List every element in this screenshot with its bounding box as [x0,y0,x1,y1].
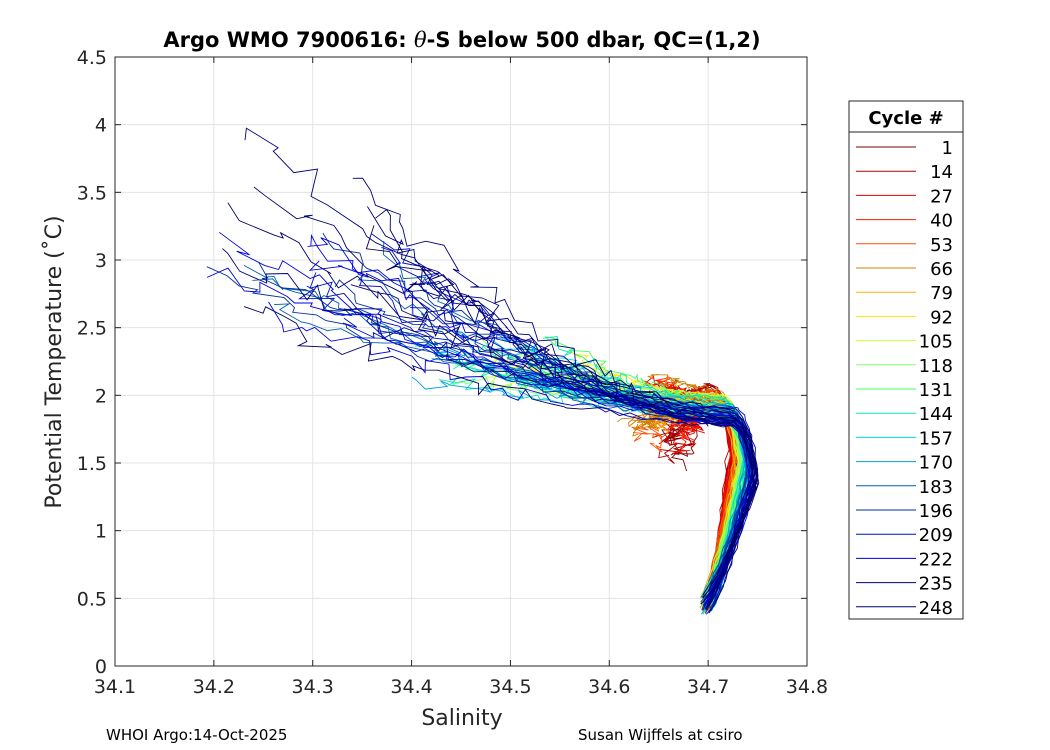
legend-label: 118 [919,356,953,377]
footer-author: Susan Wijffels at csiro [578,726,743,744]
grid [114,56,808,667]
ticks: 34.1 34.2 34.3 34.4 34.5 34.6 34.7 34.800.511.5… [77,47,828,698]
legend-label: 170 [919,453,953,474]
profile-line [412,282,753,604]
x-tick-label: 34.4 [390,676,432,698]
y-tick-label: 3.5 [77,182,107,204]
legend-label: 27 [930,186,953,207]
x-tick-label: 34.8 [786,676,828,698]
y-tick-label: 2.5 [77,318,107,340]
x-tick-label: 34.1 [94,676,136,698]
profile-line [409,276,757,610]
y-tick-label: 1 [95,521,107,543]
profile-line [334,279,750,613]
legend-label: 105 [919,332,953,353]
x-tick-label: 34.7 [687,676,729,698]
series-183 [243,241,752,611]
profile-line [342,317,753,601]
legend-box [848,100,964,620]
legend-label: 14 [930,162,953,183]
legend-label: 144 [919,404,953,425]
legend-entries: 1 14 27 40 53 66 79 92 105 118 131 144 157 170 183 196 2… [856,138,953,619]
legend-label: 196 [919,501,953,522]
profile-line [243,306,757,614]
legend-label: 40 [930,211,953,232]
profile-line [375,208,759,596]
footer-credit: WHOI Argo:14-Oct-2025 [106,726,288,744]
legend: Cycle # 1 14 27 40 53 66 79 92 105 118 131 144 157 17… [848,100,964,620]
profile-line [253,186,755,606]
profile-line [383,241,751,603]
legend-label: 248 [919,598,953,619]
legend-label: 1 [942,138,953,159]
profile-line [308,260,758,607]
title-theta: θ [414,28,427,52]
y-tick-label: 0 [95,656,107,678]
x-tick-label: 34.2 [193,676,235,698]
profile-line [322,232,748,597]
axes-box [114,56,808,667]
plot-area [206,127,760,615]
profile-line [244,127,753,604]
y-tick-label: 4 [95,115,107,137]
y-tick-label: 0.5 [77,588,107,610]
x-axis-label: Salinity [421,706,502,731]
series-248 [227,186,760,614]
legend-label: 235 [919,574,953,595]
title-prefix: Argo WMO 7900616: [163,28,414,52]
legend-label: 92 [930,307,953,328]
x-tick-label: 34.5 [489,676,531,698]
chart-title: Argo WMO 7900616: θ-S below 500 dbar, QC… [163,28,760,52]
legend-label: 157 [919,428,953,449]
profile-line [365,225,755,608]
legend-label: 209 [919,525,953,546]
legend-title: Cycle # [868,108,943,129]
x-tick-label: 34.3 [292,676,334,698]
title-suffix: -S below 500 dbar, QC=(1,2) [427,28,761,52]
series-235 [222,127,759,610]
legend-label: 222 [919,549,953,570]
y-tick-label: 2 [95,385,107,407]
y-tick-label: 4.5 [77,47,107,69]
profile-line [647,373,741,609]
series-144 [438,331,751,615]
y-tick-label: 1.5 [77,453,107,475]
x-tick-label: 34.6 [588,676,630,698]
legend-label: 53 [930,235,953,256]
legend-label: 66 [930,259,953,280]
legend-label: 79 [930,283,953,304]
legend-label: 183 [919,477,953,498]
y-axis-label: Potential Temperature (˚C) [42,215,67,508]
profile-line [399,274,750,609]
profile-line [526,344,745,607]
legend-label: 131 [919,380,953,401]
y-tick-label: 3 [95,250,107,272]
